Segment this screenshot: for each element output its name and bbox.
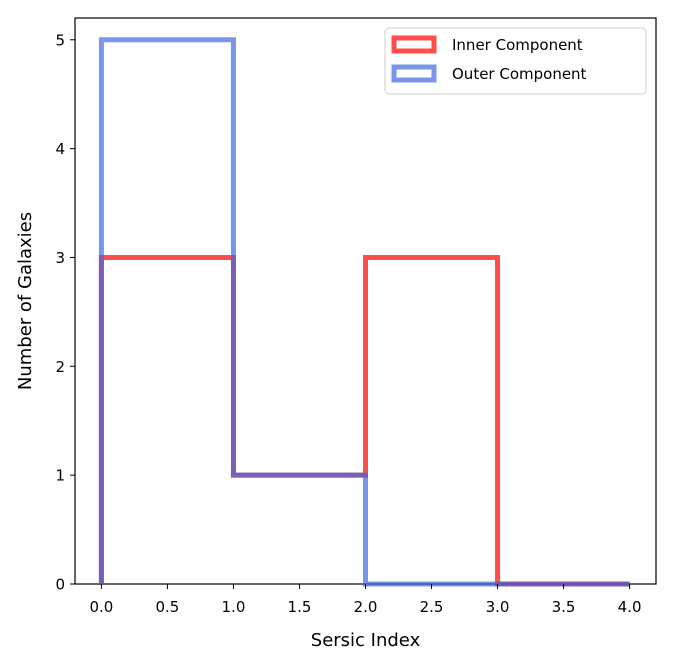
x-tick-label: 3.0 bbox=[486, 598, 510, 616]
y-tick-label: 1 bbox=[55, 467, 65, 485]
x-axis: 0.0 0.5 1.0 1.5 2.0 2.5 3.0 3.5 4.0 bbox=[89, 584, 642, 616]
x-tick-label: 0.5 bbox=[156, 598, 180, 616]
legend: Inner Component Outer Component bbox=[384, 27, 647, 95]
legend-box bbox=[384, 27, 647, 95]
x-tick-label: 1.0 bbox=[222, 598, 246, 616]
x-tick-label: 1.5 bbox=[288, 598, 312, 616]
y-axis-label: Number of Galaxies bbox=[15, 212, 36, 390]
y-tick-label: 2 bbox=[55, 358, 65, 376]
x-tick-label: 0.0 bbox=[89, 598, 113, 616]
legend-label-outer: Outer Component bbox=[452, 65, 587, 83]
x-tick-label: 2.5 bbox=[420, 598, 444, 616]
x-tick-label: 3.5 bbox=[552, 598, 576, 616]
series-line-outer bbox=[98, 37, 630, 587]
y-tick-label: 5 bbox=[55, 31, 65, 49]
x-tick-label: 4.0 bbox=[618, 598, 642, 616]
y-tick-label: 3 bbox=[55, 249, 65, 267]
legend-swatch-outer bbox=[391, 64, 437, 83]
y-tick-label: 4 bbox=[55, 140, 65, 158]
x-tick-label: 2.0 bbox=[354, 598, 378, 616]
legend-label-inner: Inner Component bbox=[452, 36, 583, 54]
series-layer bbox=[98, 37, 630, 587]
y-tick-label: 0 bbox=[55, 576, 65, 594]
legend-swatch-inner bbox=[391, 35, 437, 54]
x-axis-label: Sersic Index bbox=[311, 630, 421, 651]
y-axis: 0 1 2 3 4 5 bbox=[55, 31, 75, 594]
